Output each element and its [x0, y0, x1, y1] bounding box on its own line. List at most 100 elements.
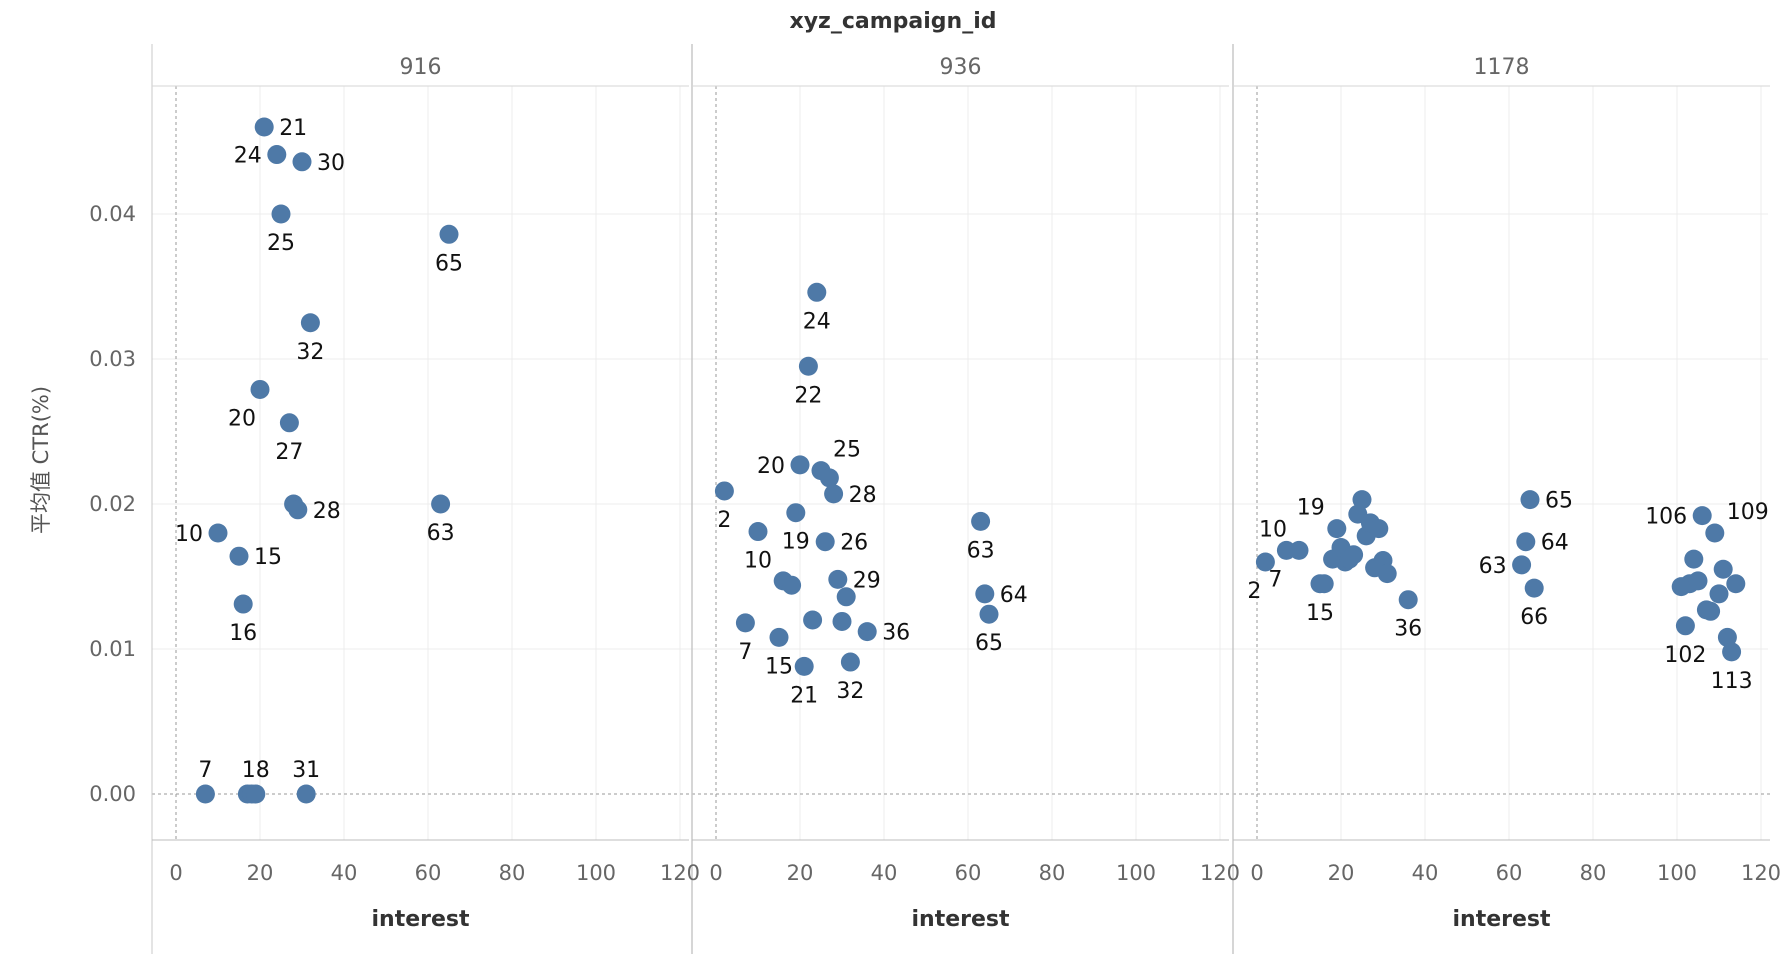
- scatter-point: [794, 656, 814, 676]
- point-label: 63: [427, 521, 455, 546]
- scatter-point: [271, 204, 291, 224]
- axis-layer: 0.000.010.020.030.040 20 40 60 80 100 120916in…: [89, 55, 1780, 932]
- point-label: 29: [853, 568, 881, 593]
- point-label: 10: [175, 522, 203, 547]
- point-label: 18: [242, 758, 270, 783]
- x-tick-label: 20: [1328, 861, 1355, 885]
- x-tick-label: 80: [1580, 861, 1607, 885]
- chart-title: xyz_campaign_id: [790, 9, 997, 34]
- scatter-point: [1398, 590, 1418, 610]
- scatter-point: [748, 522, 768, 542]
- y-tick-label: 0.02: [89, 492, 136, 516]
- panel-title: 1178: [1474, 55, 1530, 80]
- labels-layer: 7101516182021242527283031326365271015192…: [175, 116, 1769, 783]
- scatter-point: [1516, 532, 1536, 552]
- scatter-point: [1255, 552, 1275, 572]
- x-tick-label: 0: [709, 861, 722, 885]
- point-label: 21: [790, 683, 818, 708]
- scatter-point: [1701, 601, 1721, 621]
- point-label: 25: [267, 231, 295, 256]
- scatter-point: [1512, 555, 1532, 575]
- point-label: 24: [234, 144, 262, 169]
- x-axis-title: interest: [911, 907, 1010, 932]
- point-label: 66: [1520, 605, 1548, 630]
- x-tick-label: 60: [1496, 861, 1523, 885]
- scatter-point: [803, 610, 823, 630]
- scatter-point: [1327, 519, 1347, 539]
- scatter-point: [1726, 574, 1746, 594]
- point-label: 64: [1541, 531, 1569, 556]
- scatter-point: [246, 784, 266, 804]
- point-label: 19: [1297, 496, 1325, 521]
- scatter-point: [267, 145, 287, 165]
- scatter-point: [1352, 490, 1372, 510]
- x-tick-label: 120: [1741, 861, 1780, 885]
- point-label: 2: [717, 508, 731, 533]
- point-label: 64: [1000, 583, 1028, 608]
- point-label: 19: [782, 530, 810, 555]
- x-tick-label: 60: [955, 861, 982, 885]
- y-tick-label: 0.03: [89, 347, 136, 371]
- y-tick-label: 0.00: [89, 782, 136, 806]
- scatter-point: [1675, 616, 1695, 636]
- scatter-point: [288, 500, 308, 520]
- scatter-point: [1377, 564, 1397, 584]
- x-tick-label: 100: [576, 861, 616, 885]
- scatter-point: [1717, 627, 1737, 647]
- scatter-point: [1722, 642, 1742, 662]
- frame-layer: [151, 44, 1770, 954]
- scatter-point: [1705, 523, 1725, 543]
- scatter-point: [1709, 584, 1729, 604]
- point-label: 36: [1394, 617, 1422, 642]
- scatter-point: [807, 282, 827, 302]
- point-label: 15: [1306, 601, 1334, 626]
- y-tick-label: 0.01: [89, 637, 136, 661]
- x-axis-title: interest: [371, 907, 470, 932]
- scatter-point: [195, 784, 215, 804]
- point-label: 28: [313, 499, 341, 524]
- scatter-point: [769, 627, 789, 647]
- x-tick-label: 100: [1116, 861, 1156, 885]
- point-label: 15: [254, 545, 282, 570]
- point-label: 16: [229, 621, 257, 646]
- x-tick-label: 80: [499, 861, 526, 885]
- scatter-point: [1688, 571, 1708, 591]
- points-layer: [195, 117, 1746, 804]
- scatter-point: [857, 622, 877, 642]
- scatter-point: [735, 613, 755, 633]
- scatter-point: [229, 546, 249, 566]
- point-label: 20: [757, 454, 785, 479]
- scatter-point: [815, 532, 835, 552]
- scatter-point: [250, 379, 270, 399]
- scatter-point: [439, 224, 459, 244]
- scatter-point: [714, 481, 734, 501]
- scatter-point: [1692, 506, 1712, 526]
- point-label: 63: [967, 538, 995, 563]
- point-label: 32: [296, 340, 324, 365]
- point-label: 22: [794, 383, 822, 408]
- point-label: 36: [882, 621, 910, 646]
- point-label: 106: [1645, 505, 1687, 530]
- point-label: 32: [836, 679, 864, 704]
- point-label: 102: [1664, 643, 1706, 668]
- panel-title: 916: [400, 55, 442, 80]
- point-label: 65: [435, 251, 463, 276]
- scatter-point: [971, 511, 991, 531]
- grid-layer: [152, 86, 1770, 840]
- scatter-point: [1684, 549, 1704, 569]
- point-label: 65: [975, 631, 1003, 656]
- scatter-point: [431, 494, 451, 514]
- scatter-point: [208, 523, 228, 543]
- scatter-point: [979, 604, 999, 624]
- x-tick-label: 120: [1200, 861, 1240, 885]
- scatter-point: [798, 356, 818, 376]
- scatter-point: [828, 569, 848, 589]
- scatter-point: [292, 152, 312, 172]
- point-label: 63: [1479, 554, 1507, 579]
- scatter-point: [1524, 578, 1544, 598]
- point-label: 113: [1711, 669, 1753, 694]
- point-label: 7: [198, 758, 212, 783]
- scatter-point: [790, 455, 810, 475]
